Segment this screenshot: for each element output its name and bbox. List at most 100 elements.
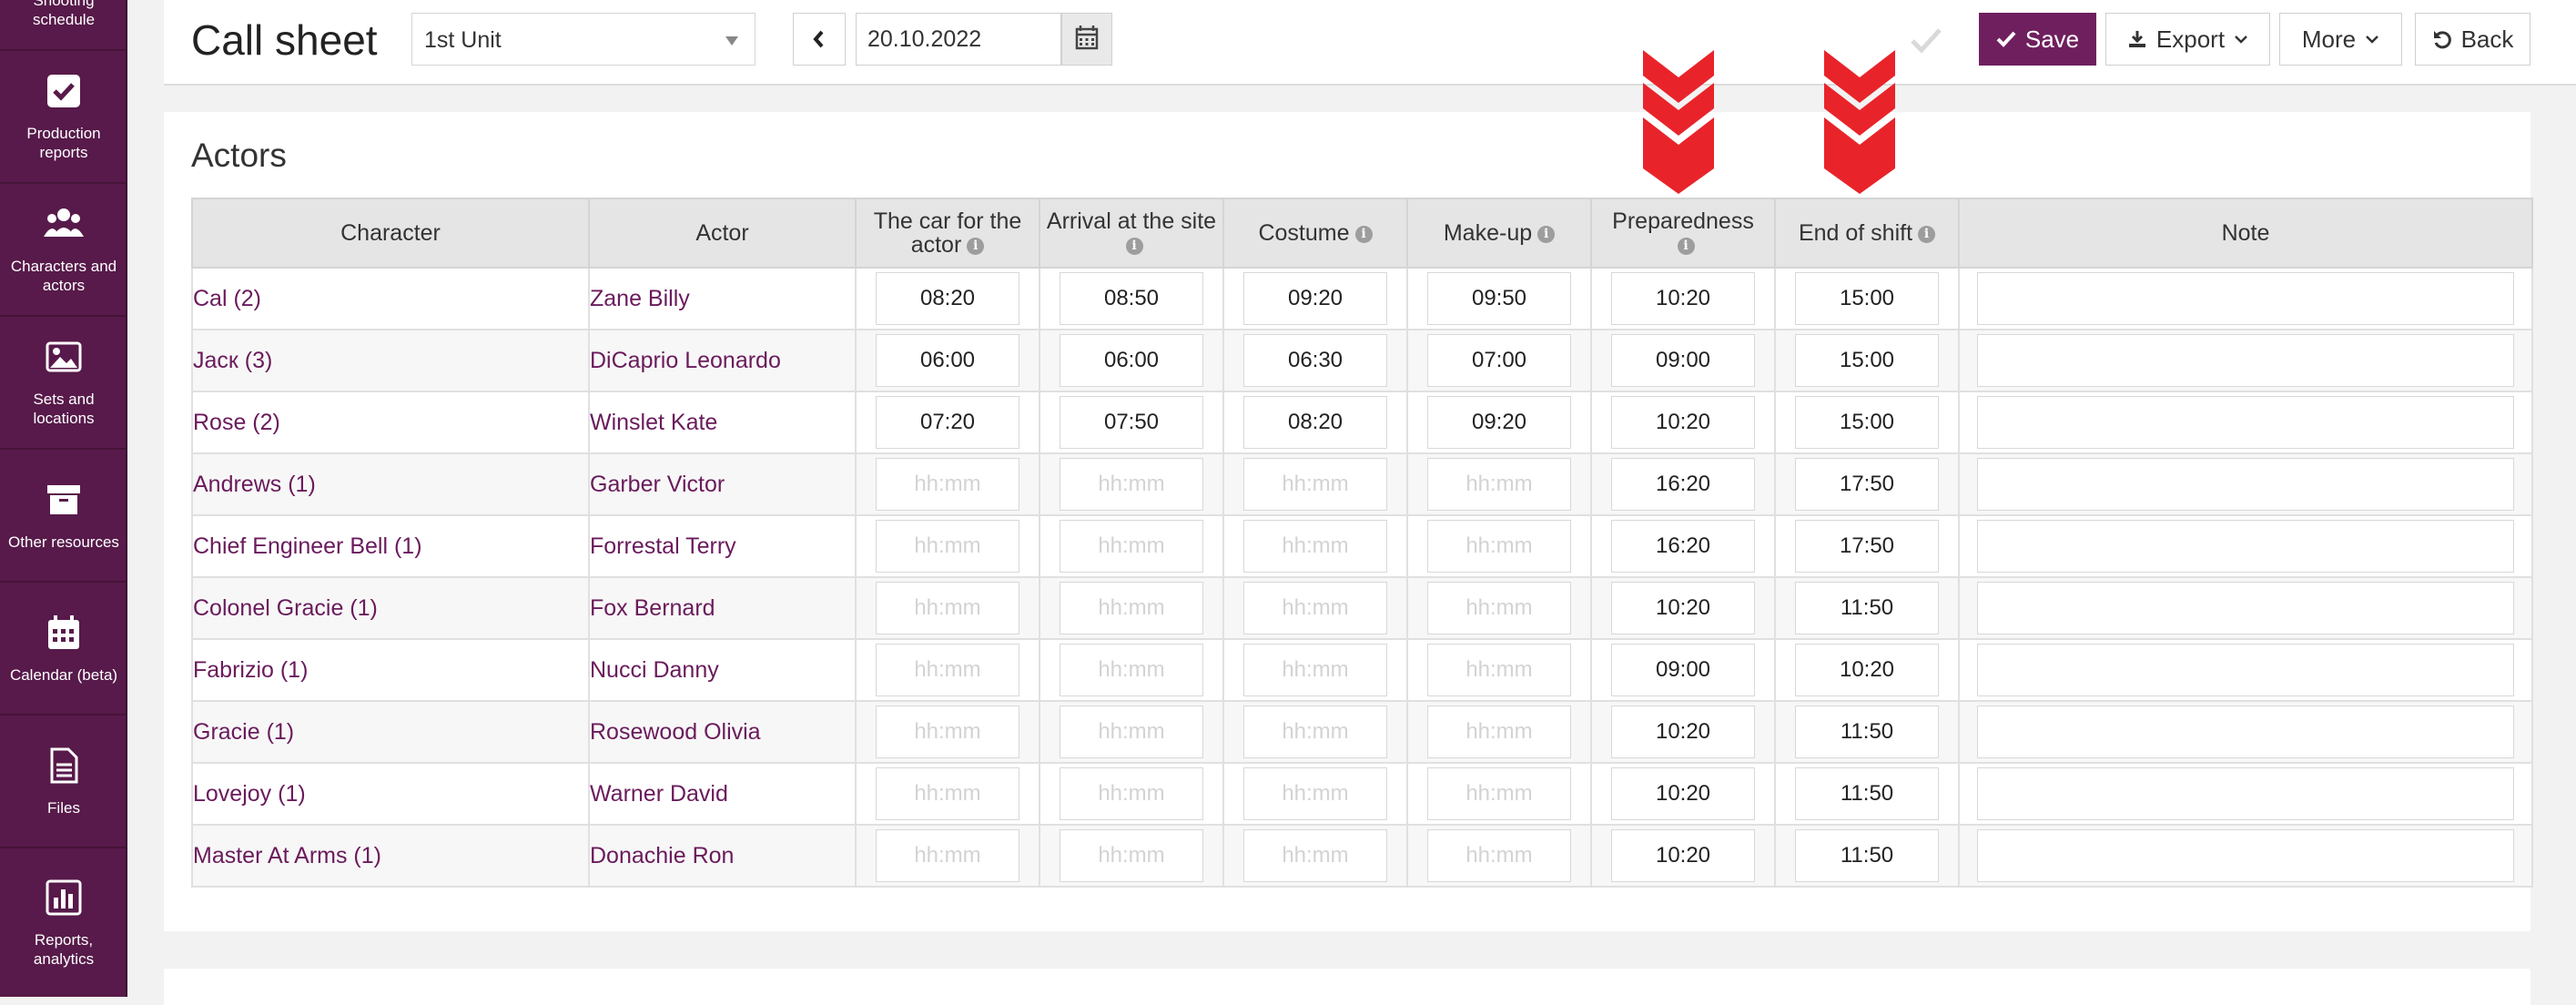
car-time-input[interactable]: hh:mm bbox=[876, 520, 1019, 573]
arrival-time-input[interactable]: hh:mm bbox=[1060, 829, 1203, 882]
end-time-input[interactable]: 17:50 bbox=[1795, 520, 1939, 573]
sidebar-item-shooting-schedule[interactable]: Shooting schedule bbox=[0, 0, 127, 51]
actor-link[interactable]: Nucci Danny bbox=[590, 656, 719, 683]
costume-time-input[interactable]: hh:mm bbox=[1243, 458, 1387, 511]
col-header-preparedness[interactable]: Preparedness i bbox=[1590, 198, 1776, 269]
actor-link[interactable]: Donachie Ron bbox=[590, 842, 735, 868]
arrival-time-input[interactable]: 07:50 bbox=[1060, 396, 1203, 449]
end-time-input[interactable]: 15:00 bbox=[1795, 396, 1939, 449]
info-icon[interactable]: i bbox=[1125, 237, 1143, 255]
sidebar-item-calendar[interactable]: Calendar (beta) bbox=[0, 583, 127, 716]
note-input[interactable] bbox=[1977, 767, 2514, 820]
character-link[interactable]: Andrews (1) bbox=[193, 471, 316, 497]
makeup-time-input[interactable]: hh:mm bbox=[1427, 767, 1571, 820]
end-time-input[interactable]: 15:00 bbox=[1795, 334, 1939, 387]
note-input[interactable] bbox=[1977, 396, 2514, 449]
car-time-input[interactable]: hh:mm bbox=[876, 582, 1019, 634]
prep-time-input[interactable]: 10:20 bbox=[1611, 272, 1755, 325]
costume-time-input[interactable]: 08:20 bbox=[1243, 396, 1387, 449]
car-time-input[interactable]: hh:mm bbox=[876, 706, 1019, 758]
costume-time-input[interactable]: hh:mm bbox=[1243, 767, 1387, 820]
end-time-input[interactable]: 15:00 bbox=[1795, 272, 1939, 325]
makeup-time-input[interactable]: 09:50 bbox=[1427, 272, 1571, 325]
col-header-character[interactable]: Character bbox=[191, 198, 590, 269]
unit-select[interactable]: 1st Unit bbox=[411, 13, 756, 66]
prep-time-input[interactable]: 09:00 bbox=[1611, 334, 1755, 387]
col-header-actor[interactable]: Actor bbox=[588, 198, 857, 269]
date-input[interactable]: 20.10.2022 bbox=[856, 13, 1061, 66]
sidebar-item-characters-actors[interactable]: Characters and actors bbox=[0, 184, 127, 317]
costume-time-input[interactable]: hh:mm bbox=[1243, 829, 1387, 882]
more-button[interactable]: More bbox=[2279, 13, 2402, 66]
prep-time-input[interactable]: 16:20 bbox=[1611, 458, 1755, 511]
col-header-car[interactable]: The car for the actor i bbox=[855, 198, 1040, 269]
character-link[interactable]: Master At Arms (1) bbox=[193, 842, 381, 868]
calendar-picker-button[interactable] bbox=[1061, 13, 1112, 66]
car-time-input[interactable]: 07:20 bbox=[876, 396, 1019, 449]
info-icon[interactable]: i bbox=[967, 237, 985, 255]
arrival-time-input[interactable]: hh:mm bbox=[1060, 458, 1203, 511]
prep-time-input[interactable]: 10:20 bbox=[1611, 582, 1755, 634]
car-time-input[interactable]: hh:mm bbox=[876, 458, 1019, 511]
makeup-time-input[interactable]: hh:mm bbox=[1427, 829, 1571, 882]
col-header-costume[interactable]: Costume i bbox=[1222, 198, 1408, 269]
prep-time-input[interactable]: 10:20 bbox=[1611, 706, 1755, 758]
costume-time-input[interactable]: hh:mm bbox=[1243, 644, 1387, 696]
note-input[interactable] bbox=[1977, 706, 2514, 758]
character-link[interactable]: Fabrizio (1) bbox=[193, 656, 309, 683]
makeup-time-input[interactable]: hh:mm bbox=[1427, 458, 1571, 511]
character-link[interactable]: Rose (2) bbox=[193, 409, 280, 435]
costume-time-input[interactable]: 06:30 bbox=[1243, 334, 1387, 387]
col-header-arrival[interactable]: Arrival at the site i bbox=[1039, 198, 1224, 269]
actor-link[interactable]: Forrestal Terry bbox=[590, 533, 736, 559]
sidebar-item-production-reports[interactable]: Production reports bbox=[0, 51, 127, 184]
note-input[interactable] bbox=[1977, 644, 2514, 696]
character-link[interactable]: Colonel Gracie (1) bbox=[193, 594, 378, 621]
makeup-time-input[interactable]: hh:mm bbox=[1427, 706, 1571, 758]
info-icon[interactable]: i bbox=[1537, 225, 1556, 243]
character-link[interactable]: Jacк (3) bbox=[193, 347, 273, 373]
prep-time-input[interactable]: 16:20 bbox=[1611, 520, 1755, 573]
sidebar-item-files[interactable]: Files bbox=[0, 716, 127, 848]
sidebar-item-sets-locations[interactable]: Sets and locations bbox=[0, 317, 127, 450]
makeup-time-input[interactable]: hh:mm bbox=[1427, 644, 1571, 696]
arrival-time-input[interactable]: hh:mm bbox=[1060, 520, 1203, 573]
end-time-input[interactable]: 17:50 bbox=[1795, 458, 1939, 511]
prep-time-input[interactable]: 10:20 bbox=[1611, 767, 1755, 820]
costume-time-input[interactable]: hh:mm bbox=[1243, 706, 1387, 758]
export-button[interactable]: Export bbox=[2105, 13, 2270, 66]
costume-time-input[interactable]: hh:mm bbox=[1243, 520, 1387, 573]
col-header-end-of-shift[interactable]: End of shift i bbox=[1774, 198, 1960, 269]
end-time-input[interactable]: 10:20 bbox=[1795, 644, 1939, 696]
save-button[interactable]: Save bbox=[1979, 13, 2096, 66]
prep-time-input[interactable]: 10:20 bbox=[1611, 829, 1755, 882]
arrival-time-input[interactable]: hh:mm bbox=[1060, 644, 1203, 696]
car-time-input[interactable]: 08:20 bbox=[876, 272, 1019, 325]
character-link[interactable]: Cal (2) bbox=[193, 285, 262, 311]
character-link[interactable]: Chief Engineer Bell (1) bbox=[193, 533, 422, 559]
car-time-input[interactable]: 06:00 bbox=[876, 334, 1019, 387]
arrival-time-input[interactable]: hh:mm bbox=[1060, 582, 1203, 634]
makeup-time-input[interactable]: 09:20 bbox=[1427, 396, 1571, 449]
note-input[interactable] bbox=[1977, 272, 2514, 325]
arrival-time-input[interactable]: hh:mm bbox=[1060, 706, 1203, 758]
info-icon[interactable]: i bbox=[1354, 225, 1373, 243]
prep-time-input[interactable]: 10:20 bbox=[1611, 396, 1755, 449]
note-input[interactable] bbox=[1977, 334, 2514, 387]
prep-time-input[interactable]: 09:00 bbox=[1611, 644, 1755, 696]
col-header-makeup[interactable]: Make-up i bbox=[1406, 198, 1592, 269]
costume-time-input[interactable]: hh:mm bbox=[1243, 582, 1387, 634]
check-icon[interactable] bbox=[1908, 24, 1944, 56]
info-icon[interactable]: i bbox=[1677, 237, 1695, 255]
sidebar-item-reports[interactable]: Reports, analytics bbox=[0, 848, 127, 997]
note-input[interactable] bbox=[1977, 458, 2514, 511]
makeup-time-input[interactable]: hh:mm bbox=[1427, 582, 1571, 634]
character-link[interactable]: Gracie (1) bbox=[193, 718, 295, 745]
costume-time-input[interactable]: 09:20 bbox=[1243, 272, 1387, 325]
actor-link[interactable]: Fox Bernard bbox=[590, 594, 715, 621]
actor-link[interactable]: Rosewood Olivia bbox=[590, 718, 761, 745]
sidebar-item-other-resources[interactable]: Other resources bbox=[0, 450, 127, 583]
arrival-time-input[interactable]: 06:00 bbox=[1060, 334, 1203, 387]
end-time-input[interactable]: 11:50 bbox=[1795, 582, 1939, 634]
car-time-input[interactable]: hh:mm bbox=[876, 829, 1019, 882]
